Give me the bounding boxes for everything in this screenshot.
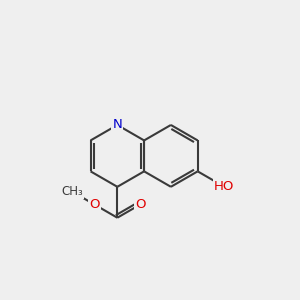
Text: O: O	[89, 198, 100, 211]
Text: HO: HO	[214, 180, 235, 193]
Text: N: N	[112, 118, 122, 131]
Text: CH₃: CH₃	[61, 185, 83, 198]
Text: O: O	[135, 198, 145, 211]
